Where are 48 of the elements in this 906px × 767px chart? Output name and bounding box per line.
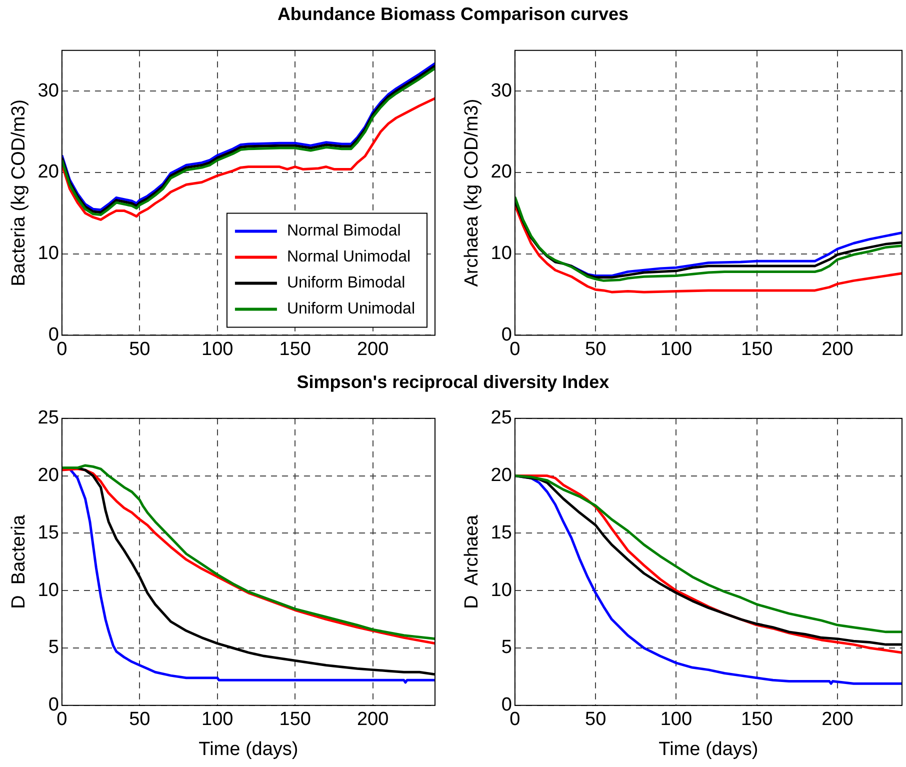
y-tick-label: 15 bbox=[490, 522, 512, 544]
y-axis-title: Archaea (kg COD/m3) bbox=[462, 98, 483, 287]
x-tick-label: 200 bbox=[356, 338, 389, 360]
x-tick-label: 50 bbox=[129, 709, 150, 730]
x-tick-label: 50 bbox=[585, 338, 606, 360]
y-axis-title: D Archaea bbox=[462, 514, 483, 609]
y-tick-label: 5 bbox=[501, 637, 512, 658]
x-tick-label: 100 bbox=[202, 709, 234, 730]
y-tick-label: 10 bbox=[490, 580, 512, 601]
y-tick-label: 25 bbox=[38, 408, 59, 429]
y-axis-title: Bacteria (kg COD/m3) bbox=[8, 99, 30, 286]
legend-label: Normal Unimodal bbox=[286, 248, 411, 266]
x-tick-label: 50 bbox=[129, 338, 150, 360]
y-tick-label: 30 bbox=[38, 80, 59, 102]
legend-label: Uniform Unimodal bbox=[286, 300, 416, 318]
y-tick-label: 0 bbox=[48, 694, 59, 716]
y-tick-label: 25 bbox=[490, 408, 512, 429]
y-tick-label: 0 bbox=[48, 324, 59, 346]
y-axis-title: D Bacteria bbox=[8, 514, 30, 609]
x-tick-label: 200 bbox=[822, 709, 854, 730]
x-tick-label: 150 bbox=[741, 338, 773, 360]
x-tick-label: 50 bbox=[585, 709, 606, 730]
y-tick-label: 15 bbox=[38, 522, 59, 544]
x-tick-label: 150 bbox=[279, 709, 311, 730]
chart-title: Abundance Biomass Comparison curves bbox=[276, 4, 630, 25]
x-tick-label: 200 bbox=[356, 709, 389, 730]
x-axis-title: Time (days) bbox=[198, 738, 298, 760]
y-tick-label: 20 bbox=[38, 162, 59, 183]
y-tick-label: 5 bbox=[48, 637, 59, 658]
x-axis-title: Time (days) bbox=[658, 738, 758, 760]
y-tick-label: 30 bbox=[490, 80, 512, 102]
chart-title: Simpson's reciprocal diversity Index bbox=[296, 372, 610, 393]
y-tick-label: 10 bbox=[490, 243, 512, 264]
x-tick-label: 200 bbox=[822, 338, 854, 360]
y-tick-label: 10 bbox=[38, 580, 59, 601]
x-tick-label: 150 bbox=[279, 338, 311, 360]
legend-label: Uniform Bimodal bbox=[286, 274, 406, 292]
x-tick-label: 100 bbox=[660, 338, 692, 360]
y-tick-label: 0 bbox=[501, 694, 512, 716]
y-tick-label: 0 bbox=[501, 324, 512, 346]
y-tick-label: 20 bbox=[38, 465, 59, 486]
x-tick-label: 100 bbox=[660, 709, 692, 730]
y-tick-label: 10 bbox=[38, 243, 59, 264]
y-tick-label: 20 bbox=[490, 465, 512, 486]
x-tick-label: 150 bbox=[741, 709, 773, 730]
y-tick-label: 20 bbox=[490, 162, 512, 183]
x-tick-label: 100 bbox=[202, 338, 234, 360]
legend-label: Normal Bimodal bbox=[286, 222, 401, 240]
